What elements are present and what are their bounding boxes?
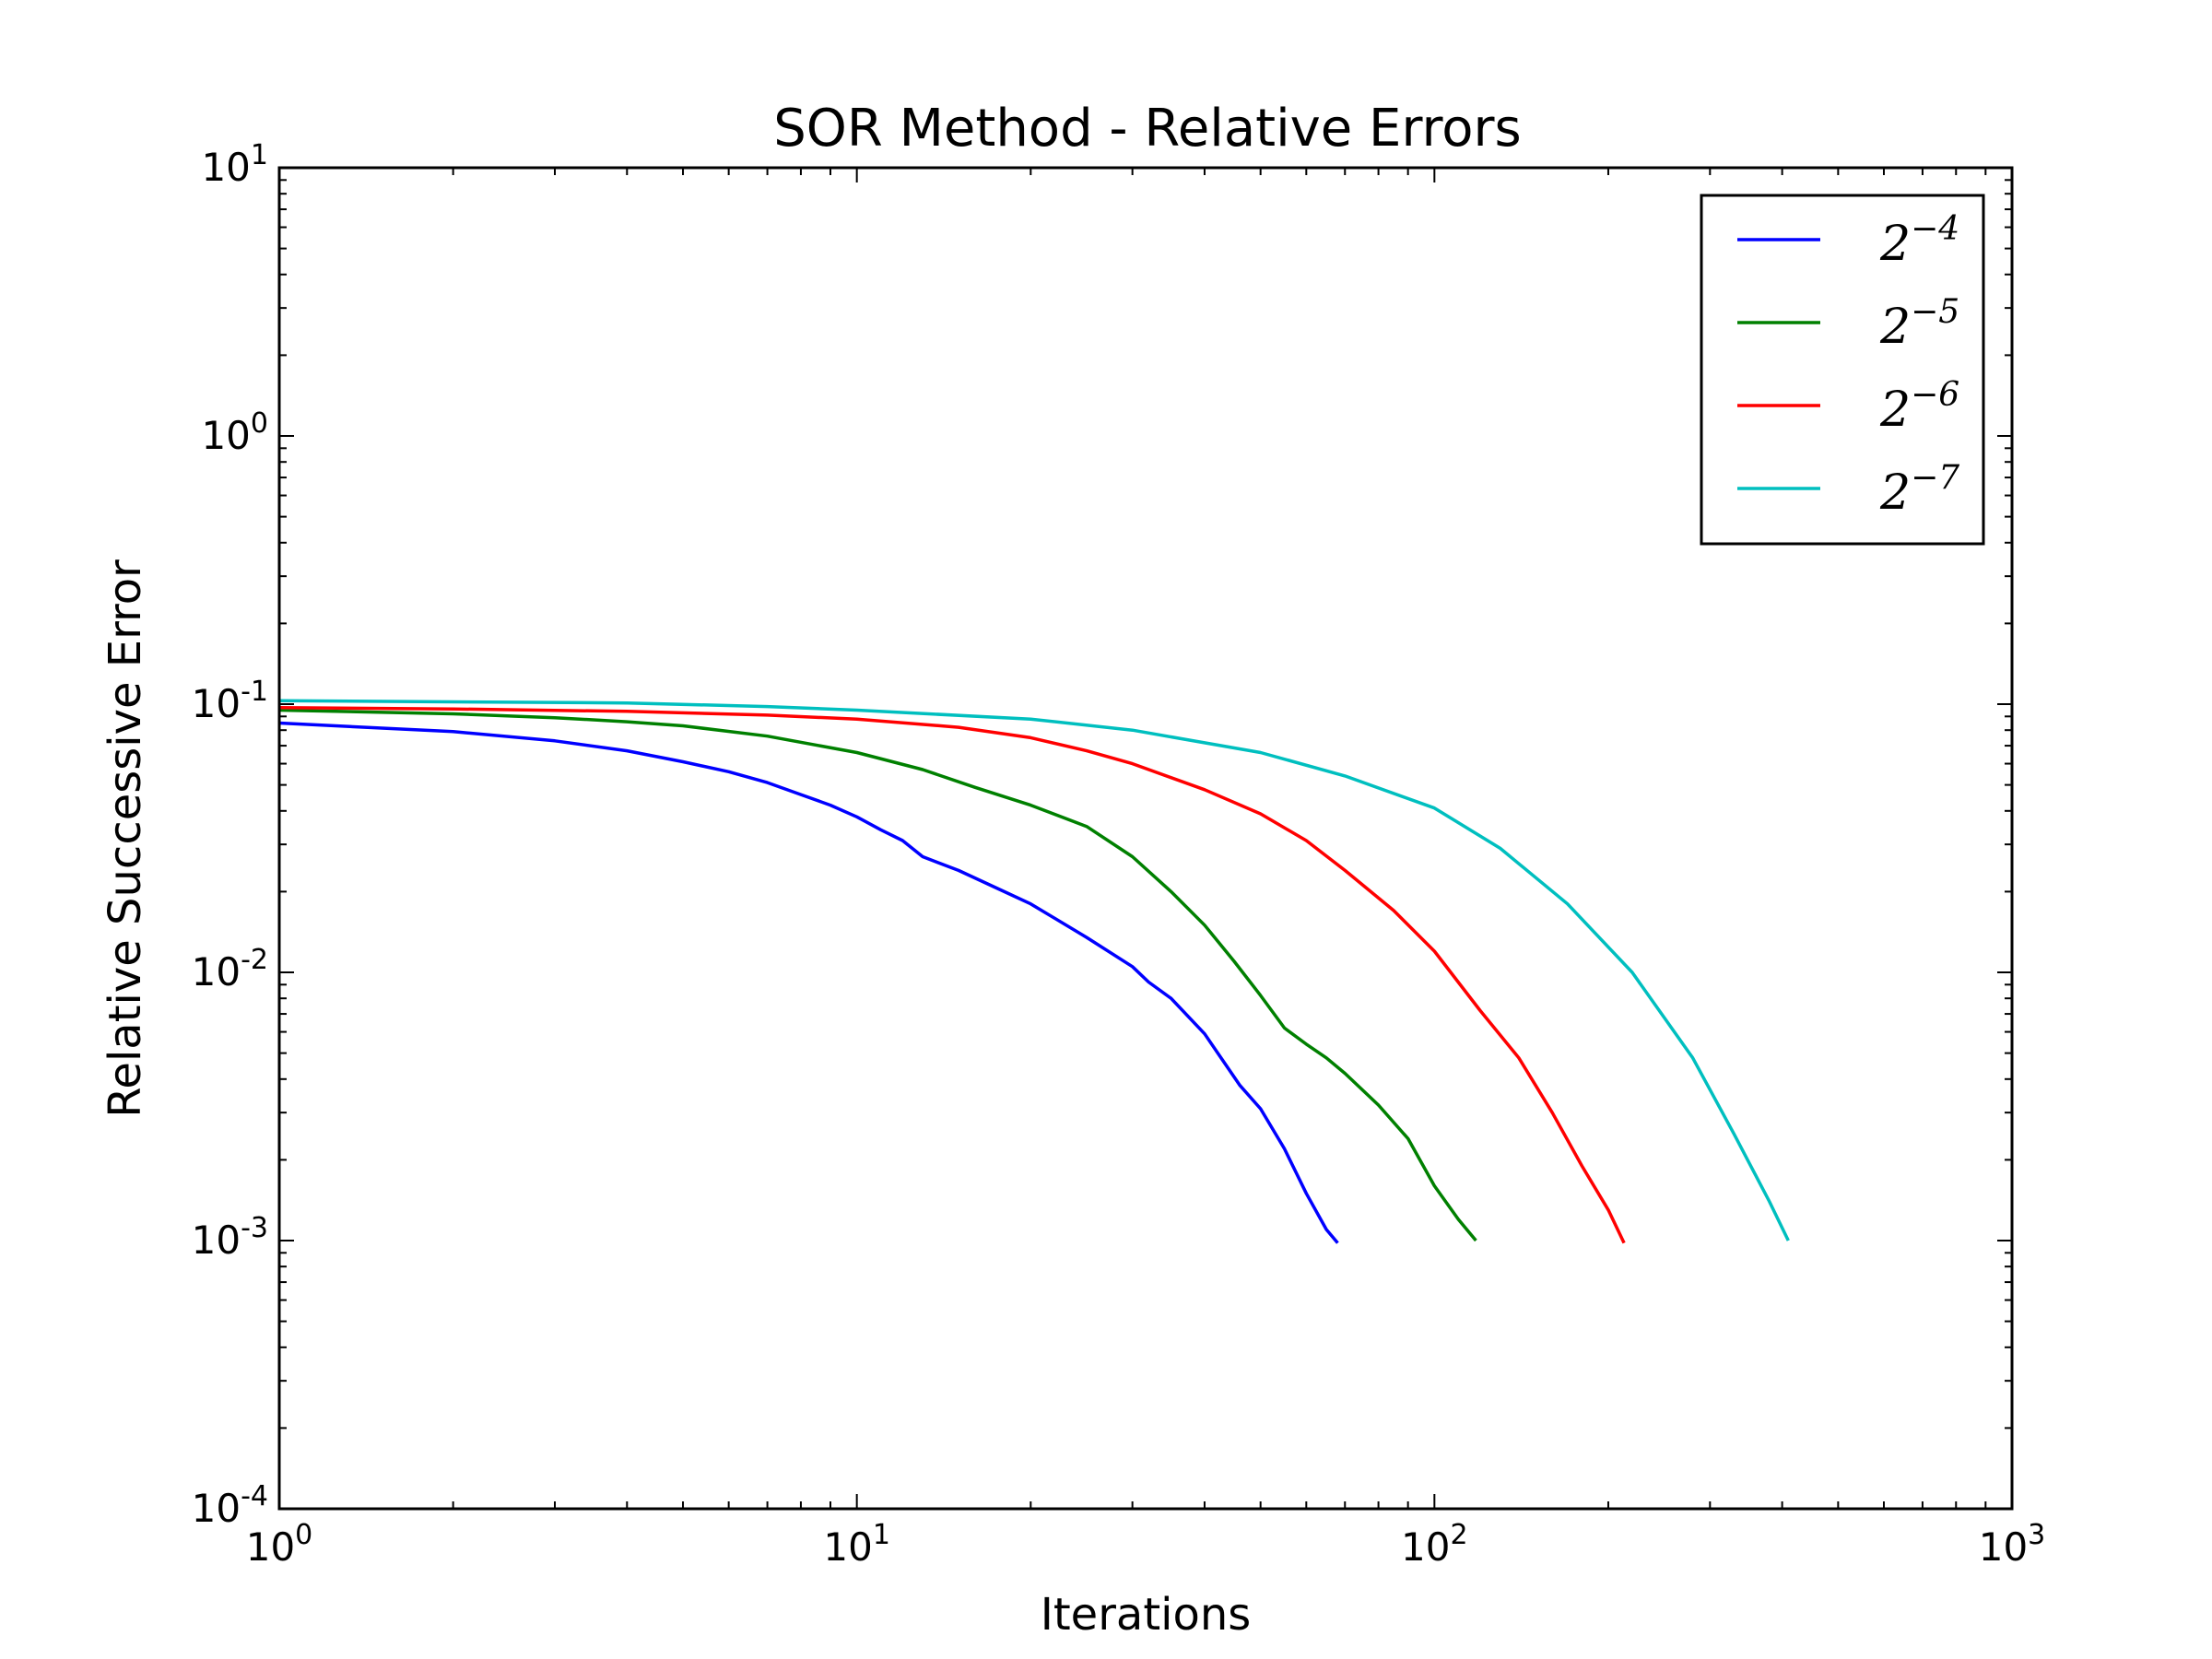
legend-label-4: 2−7 xyxy=(1879,459,1959,521)
chart-title: SOR Method - Relative Errors xyxy=(773,99,1521,159)
x-tick-label-3: 103 xyxy=(1979,1519,2046,1570)
x-axis-label: Iterations xyxy=(1041,1589,1252,1641)
tick-label-layer: 100 101 102 103 101 100 10-1 10-2 10-3 10-4 xyxy=(192,139,2046,1570)
y-tick-label-0: 101 xyxy=(201,139,268,190)
y-axis-label: Relative Successive Error xyxy=(100,559,151,1118)
legend-entries: 2−4 2−5 2−6 2−7 xyxy=(1737,210,1959,521)
y-tick-label-4: 10-3 xyxy=(192,1212,268,1263)
legend-label-1: 2−4 xyxy=(1879,210,1959,272)
series-line-2 xyxy=(278,708,1477,1242)
legend-label-2: 2−5 xyxy=(1879,293,1959,355)
y-tick-label-5: 10-4 xyxy=(192,1480,268,1531)
y-tick-label-2: 10-1 xyxy=(192,676,268,726)
legend-label-3: 2−6 xyxy=(1879,376,1959,438)
legend-frame xyxy=(1700,194,1985,546)
x-tick-label-2: 102 xyxy=(1401,1519,1468,1570)
series-line-3 xyxy=(278,706,1626,1244)
y-tick-label-1: 100 xyxy=(201,407,268,458)
x-tick-label-0: 100 xyxy=(246,1519,313,1570)
plot-area xyxy=(277,166,2014,1511)
series-line-4 xyxy=(278,699,1790,1241)
y-tick-label-3: 10-2 xyxy=(192,944,268,994)
x-tick-label-1: 101 xyxy=(823,1519,890,1570)
series-layer xyxy=(278,699,1790,1244)
legend: 2−4 2−5 2−6 2−7 xyxy=(1700,194,1985,546)
series-line-1 xyxy=(278,721,1339,1244)
plot-frame xyxy=(277,166,2014,1511)
